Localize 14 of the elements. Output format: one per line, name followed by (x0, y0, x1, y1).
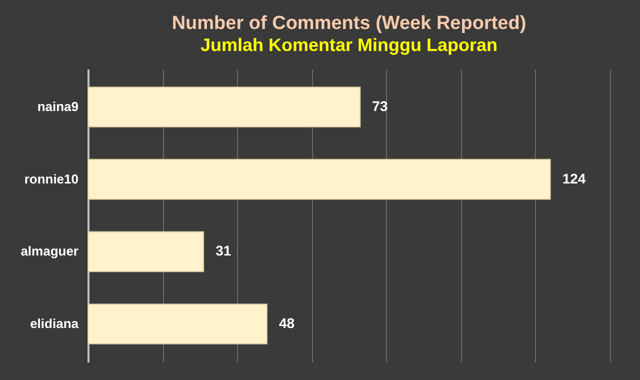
bar (88, 304, 268, 344)
data-label: 73 (372, 98, 388, 114)
data-label: 124 (562, 170, 586, 186)
y-tick-label: elidiana (30, 316, 80, 332)
bar (88, 86, 361, 128)
chart-title: Number of Comments (Week Reported) (172, 13, 526, 34)
data-label: 31 (216, 242, 232, 259)
chart-subtitle: Jumlah Komentar Minggu Laporan (200, 35, 498, 55)
bar (88, 158, 551, 200)
y-tick-label: ronnie10 (24, 171, 78, 186)
bar (88, 231, 204, 272)
y-tick-label: naina9 (37, 98, 78, 114)
data-label: 48 (278, 315, 295, 332)
y-tick-label: almaguer (20, 244, 78, 259)
